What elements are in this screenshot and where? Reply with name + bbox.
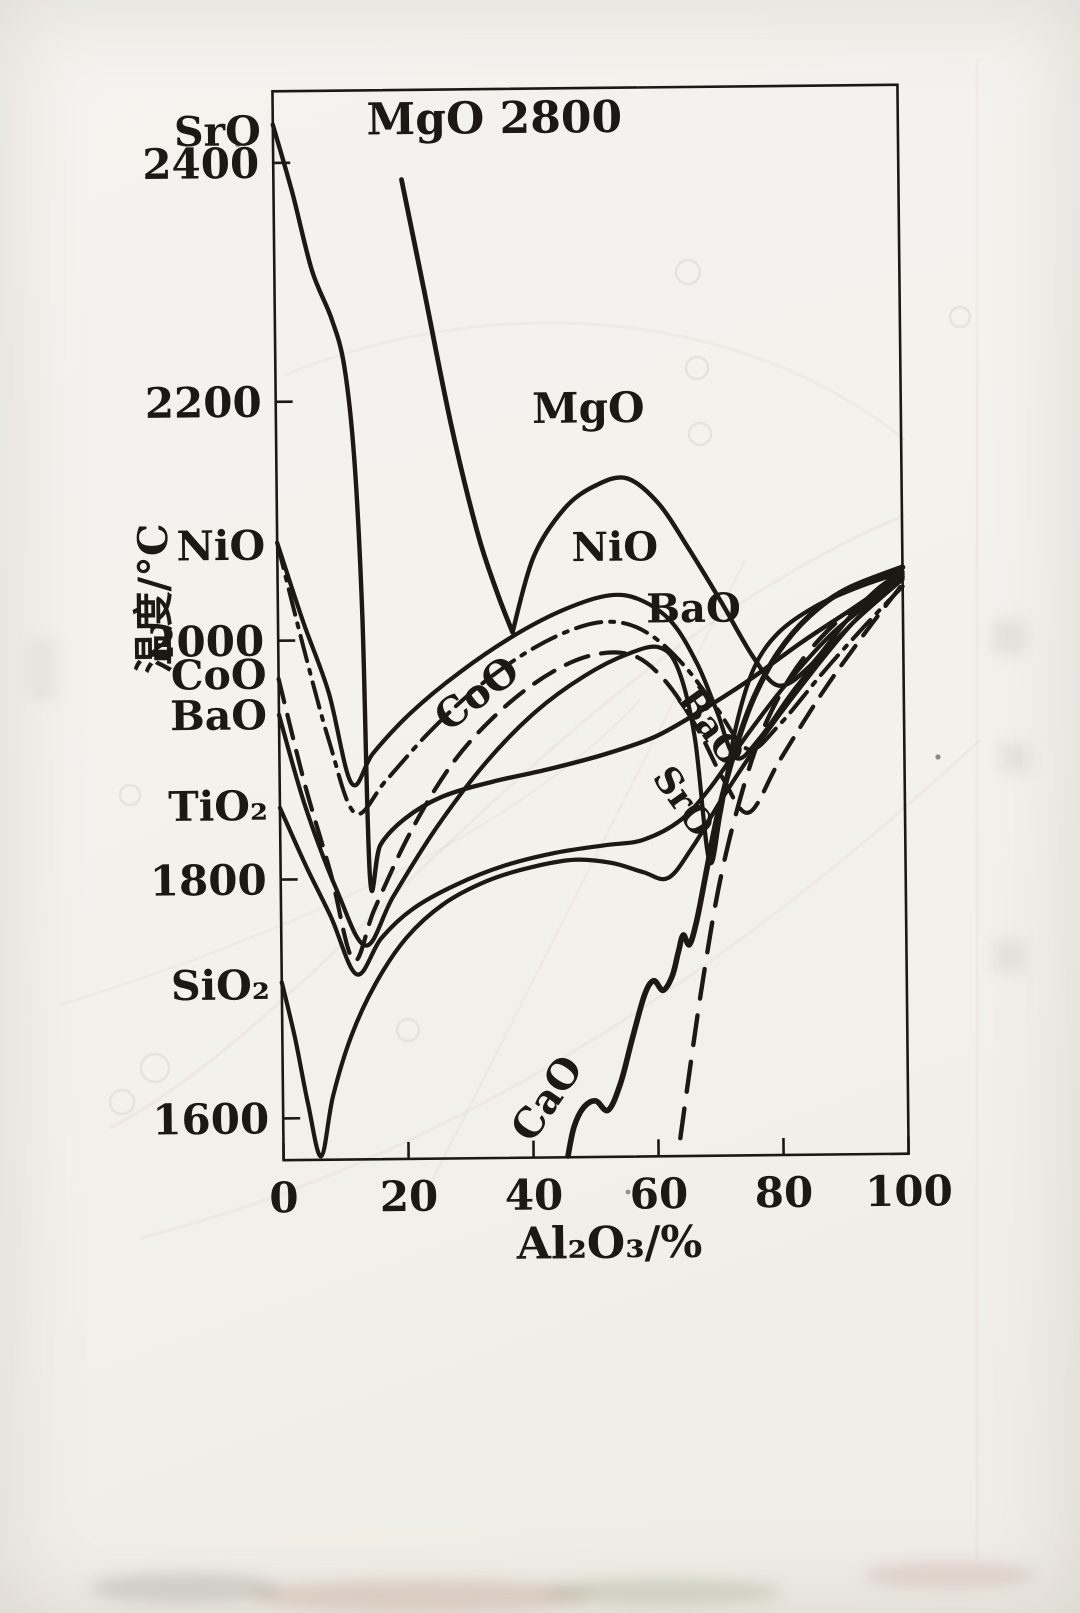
curve-label-bao: BaO xyxy=(646,585,741,633)
y-tick-label: 1800 xyxy=(150,855,267,905)
y-tick-label: 2400 xyxy=(142,139,259,189)
x-axis-title: Al₂O₃/% xyxy=(515,1217,702,1270)
axis-oxide-label-tio: TiO₂ xyxy=(168,782,268,831)
curve-coo xyxy=(276,581,905,963)
plot-border xyxy=(271,83,910,1162)
ink-speck xyxy=(935,754,941,760)
x-tick-label: 80 xyxy=(755,1168,814,1218)
ghost-curve xyxy=(109,513,906,1130)
x-tick-label: 100 xyxy=(865,1166,953,1216)
ghost-datapoint-circles xyxy=(108,258,972,1116)
ghost-curve xyxy=(139,738,982,1240)
curve-cao-dashed xyxy=(678,574,905,1141)
x-tick-label: 0 xyxy=(269,1173,299,1222)
ink-speck xyxy=(625,1189,631,1195)
curve-cao xyxy=(565,564,906,1159)
ghost-smudges xyxy=(30,620,1035,1612)
curve-label-cao: CaO xyxy=(501,1047,592,1150)
ghost-curve xyxy=(284,321,906,442)
curve-sro xyxy=(270,122,905,893)
curve-label-mgo: MgO xyxy=(532,383,645,433)
y-tick-label: 2000 xyxy=(147,617,264,667)
curve-label-nio: NiO xyxy=(571,523,658,571)
curve-nio xyxy=(275,540,905,788)
curve-label-mgo2800: MgO 2800 xyxy=(366,92,622,146)
curves xyxy=(270,122,906,1159)
curve-bao xyxy=(276,569,905,948)
axis-oxide-label-coo: CoO xyxy=(171,651,267,700)
curve-nio-dashdot xyxy=(275,540,905,817)
axis-oxide-label-sio: SiO₂ xyxy=(171,961,270,1010)
show-through-artifacts xyxy=(30,60,1035,1612)
x-tick-label: 60 xyxy=(630,1169,689,1219)
x-tick-label: 20 xyxy=(380,1172,439,1222)
y-tick-label: 1600 xyxy=(152,1094,269,1144)
y-axis-title: 温度/°C xyxy=(129,523,179,674)
ink-speck xyxy=(235,141,241,147)
axis-oxide-label-sro: SrO xyxy=(174,107,261,156)
curve-mgo-steep xyxy=(399,177,515,635)
ghost-curve xyxy=(59,699,641,1007)
y-tick-label: 2200 xyxy=(145,378,262,428)
axis-oxide-label-bao: BaO xyxy=(170,691,267,740)
curve-label-sro: SrO xyxy=(644,758,723,845)
x-tick-label: 40 xyxy=(505,1170,564,1220)
curve-mgo-dome xyxy=(510,475,905,688)
axis-oxide-label-nio: NiO xyxy=(176,522,265,571)
ghost-line xyxy=(428,559,747,1186)
